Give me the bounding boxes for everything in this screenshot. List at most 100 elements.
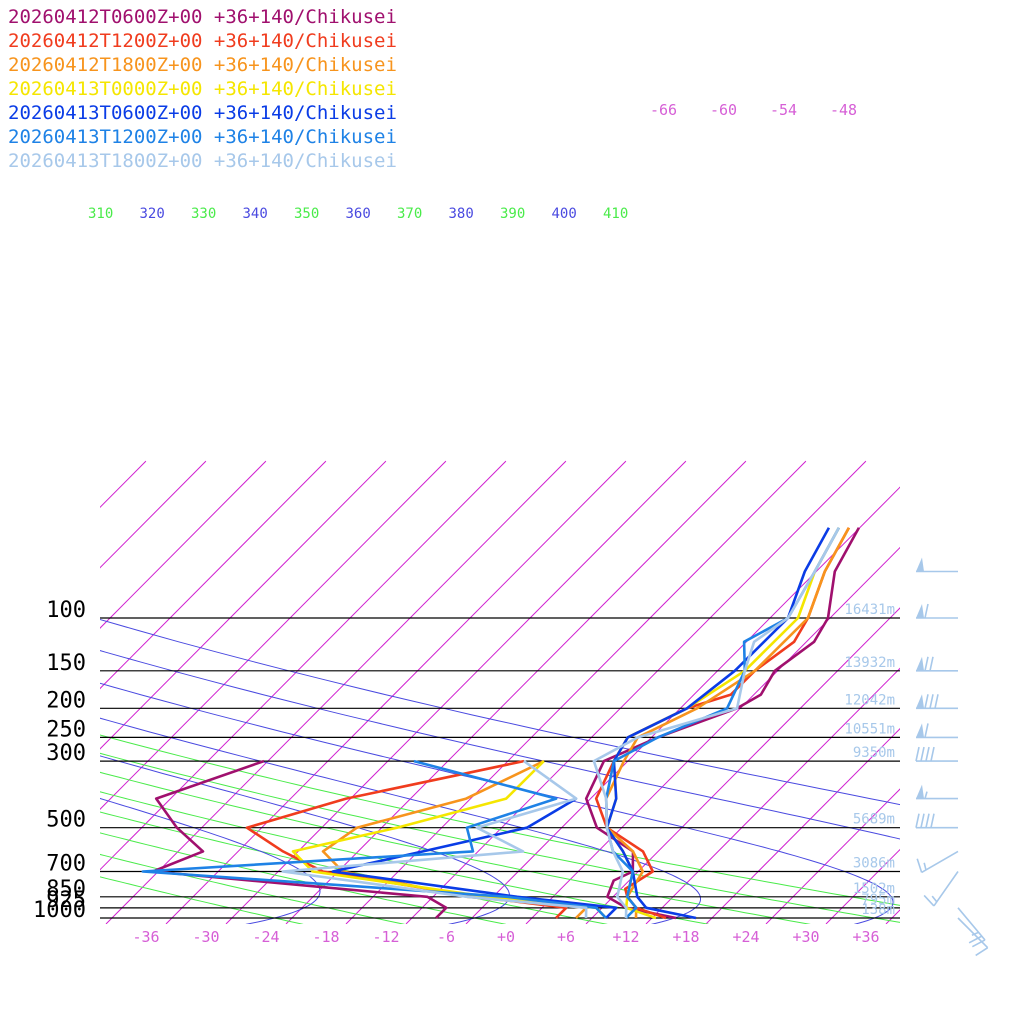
legend-entry: 20260413T1800Z+00 +36+140/Chikusei: [8, 150, 397, 172]
wind-barb-pennant: [916, 694, 924, 709]
theta-label: 390: [500, 206, 525, 222]
theta-labels: 310 320 330 340 350 360 370 380 390 400 410: [88, 206, 628, 222]
isotherm-line: [946, 461, 1024, 924]
temperature-line: [605, 527, 841, 920]
wind-barb-pennant: [916, 723, 924, 738]
legend-entry: 20260412T1800Z+00 +36+140/Chikusei: [8, 54, 397, 76]
adiabat-line: [100, 853, 405, 924]
legend-entry: 20260413T0600Z+00 +36+140/Chikusei: [8, 102, 397, 124]
mixing-ratio-label: -60: [710, 101, 737, 119]
height-label: 16431m: [844, 602, 895, 618]
height-label: 9350m: [853, 745, 895, 761]
theta-e-line: [100, 755, 511, 924]
theta-e-line: [100, 717, 701, 924]
pressure-label: 925: [46, 888, 86, 913]
adiabat-line: [100, 832, 507, 924]
isotherm-line: [225, 460, 687, 924]
isotherm-line: [405, 460, 867, 924]
wind-barb-half: [924, 791, 928, 799]
wind-barb-full: [930, 813, 935, 828]
legend-entry: 20260412T0600Z+00 +36+140/Chikusei: [8, 6, 397, 28]
wind-barb: [916, 603, 958, 619]
mixing-ratio-label: -66: [650, 101, 677, 119]
legend-entry: 20260413T1200Z+00 +36+140/Chikusei: [8, 126, 397, 148]
legend: 20260412T0600Z+00 +36+140/Chikusei 202604…: [8, 6, 397, 172]
temperature-line: [604, 527, 851, 919]
temperature-tick-label: +18: [672, 928, 699, 946]
dewpoint-line: [331, 797, 618, 919]
temperature-line: [592, 527, 841, 919]
wind-barb-full: [924, 694, 929, 709]
temperature-line: [605, 527, 831, 920]
isotherm-line: [100, 460, 207, 569]
wind-barb-pennant: [916, 784, 924, 799]
isotherm-line: [100, 460, 507, 871]
wind-barb-staff: [933, 871, 959, 907]
temperature-tick-label: -18: [312, 928, 339, 946]
temperature-tick-label: +0: [497, 928, 515, 946]
temperature-tick-label: +30: [792, 928, 819, 946]
wind-barb: [916, 784, 958, 800]
wind-barb-pennant: [916, 557, 924, 572]
pressure-label: 250: [46, 717, 86, 742]
adiabat-line: [100, 876, 304, 924]
height-label: 795m: [861, 892, 895, 908]
isobar-lines: [100, 617, 900, 919]
isotherm-line: [285, 460, 747, 924]
wind-barb-full: [923, 894, 935, 907]
theta-label: 330: [191, 206, 216, 222]
isotherm-line: [765, 788, 900, 924]
sounding-lines: [141, 527, 861, 920]
theta-label: 380: [449, 206, 474, 222]
pressure-label: 100: [46, 598, 86, 623]
height-label: 12042m: [844, 692, 895, 708]
wind-barb: [915, 746, 958, 762]
temperature-tick-label: -24: [252, 928, 279, 946]
isotherm-line: [0, 461, 26, 924]
temperature-tick-label: +6: [557, 928, 575, 946]
wind-barb-full: [925, 746, 930, 762]
isotherm-line: [465, 486, 900, 924]
wind-barb-pennant: [916, 604, 924, 618]
wind-barb-staff: [921, 850, 959, 874]
adiabat-line: [100, 791, 709, 924]
dewpoint-line: [281, 760, 588, 919]
wind-barb-half: [971, 931, 979, 937]
adiabat-line: [100, 771, 811, 924]
wind-barb-full: [924, 603, 929, 619]
theta-label: 340: [243, 206, 268, 222]
theta-e-line: [100, 797, 321, 924]
temperature-tick-label: -6: [437, 928, 455, 946]
theta-label: 310: [88, 206, 113, 222]
isotherm-line: [100, 460, 327, 690]
wind-barb: [957, 917, 989, 957]
temperature-line: [604, 527, 841, 919]
isotherm-line: [345, 460, 807, 924]
temperature-tick-label: +12: [612, 928, 639, 946]
theta-label: 370: [397, 206, 422, 222]
theta-label: 410: [603, 206, 628, 222]
isotherm-line: [100, 460, 387, 750]
theta-e-line: [100, 682, 894, 924]
wind-barb: [915, 813, 958, 829]
height-label: 1502m: [853, 881, 895, 897]
isotherm-line: [645, 667, 900, 924]
wind-barb-full: [930, 746, 935, 762]
wind-barb: [916, 557, 958, 573]
temperature-tick-labels: -36 -30 -24 -18 -12 -6 +0 +6 +12 +18 +24 +30 +36: [132, 928, 879, 946]
wind-barb-full: [975, 947, 989, 957]
wind-barb: [916, 694, 958, 710]
pressure-label: 300: [46, 741, 86, 766]
wind-barb: [916, 723, 958, 739]
adiabat-line: [100, 734, 900, 906]
theta-label: 320: [140, 206, 165, 222]
isotherm-line: [705, 728, 900, 924]
wind-barb-full: [916, 858, 923, 873]
adiabat-line: [100, 811, 608, 924]
dewpoint-line: [151, 759, 448, 919]
wind-barb-full: [925, 813, 930, 828]
temperature-tick-label: -30: [192, 928, 219, 946]
isotherm-line: [525, 546, 900, 924]
isotherm-line: [100, 460, 267, 629]
